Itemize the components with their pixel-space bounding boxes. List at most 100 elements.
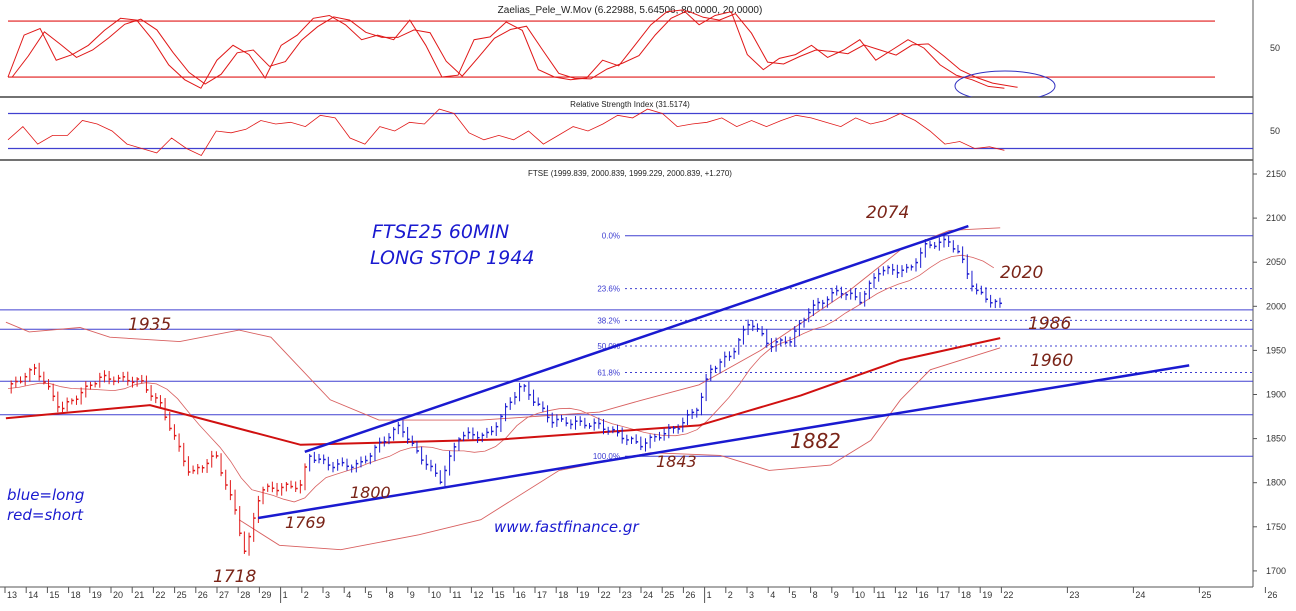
- x-tick-label: 18: [558, 590, 568, 600]
- x-tick-label: 11: [452, 590, 461, 600]
- y-tick-label: 1850: [1266, 434, 1286, 444]
- legend-blue: blue=long: [7, 486, 84, 504]
- y-tick-label: 1800: [1266, 478, 1286, 488]
- note-low: 1718: [213, 567, 256, 587]
- x-tick-label: 17: [940, 590, 950, 600]
- x-tick-label: 25: [177, 590, 187, 600]
- rsi-panel: [7, 108, 1253, 157]
- fib-label: 38.2%: [597, 316, 620, 325]
- rsi-ytick: 50: [1270, 126, 1280, 136]
- x-tick-label: 22: [601, 590, 611, 600]
- oscillator-title: Zaelias_Pele_W.Mov (6.22988, 5.64506, 80…: [498, 5, 763, 16]
- x-tick-label: 23: [622, 590, 632, 600]
- price-y-axis: 2150 2100 2050 2000 1950 1900 1850 1800 1750 1700: [1253, 169, 1286, 576]
- note-1935: 1935: [128, 315, 171, 335]
- fib-label: 23.6%: [597, 285, 620, 294]
- y-tick-label: 2000: [1266, 301, 1286, 311]
- x-tick-label: 16: [516, 590, 526, 600]
- note-title: FTSE25 60MIN: [372, 221, 509, 243]
- x-tick-label: 29: [261, 590, 271, 600]
- x-tick-label: 21: [134, 590, 144, 600]
- y-tick-label: 1950: [1266, 345, 1286, 355]
- ma200-line: [5, 337, 1001, 446]
- trendline-upper-channel: [304, 224, 969, 454]
- x-tick-label: 18: [961, 590, 971, 600]
- note-2020: 2020: [1000, 263, 1043, 283]
- y-tick-label: 1900: [1266, 390, 1286, 400]
- x-tick-label: 16: [919, 590, 929, 600]
- note-1986: 1986: [1028, 314, 1071, 334]
- x-tick-label: 22: [1003, 590, 1013, 600]
- x-tick-label: 26: [685, 590, 695, 600]
- x-tick-label: 19: [982, 590, 992, 600]
- x-tick-label: 4: [346, 590, 351, 600]
- x-tick-label: 14: [28, 590, 38, 600]
- price-title: FTSE (1999.839, 2000.839, 1999.229, 2000…: [528, 169, 732, 178]
- x-tick-label: 3: [325, 590, 330, 600]
- x-tick-label: 5: [791, 590, 796, 600]
- fib-label: 100.0%: [593, 452, 620, 461]
- x-tick-label: 12: [897, 590, 907, 600]
- x-tick-label: 26: [198, 590, 208, 600]
- note-1882: 1882: [790, 429, 841, 453]
- osc-ytick: 50: [1270, 43, 1280, 53]
- x-tick-label: 1: [707, 590, 712, 600]
- x-tick-label: 1: [283, 590, 288, 600]
- short-ma-line: [7, 254, 995, 503]
- x-tick-label: 8: [813, 590, 818, 600]
- x-tick-label: 3: [749, 590, 754, 600]
- x-tick-label: 12: [473, 590, 483, 600]
- x-tick-label: 19: [92, 590, 102, 600]
- x-tick-label: 18: [71, 590, 81, 600]
- chart-frame: [0, 0, 1254, 588]
- x-tick-label: 19: [579, 590, 589, 600]
- x-tick-label: 27: [219, 590, 229, 600]
- x-tick-label: 2: [728, 590, 733, 600]
- note-long-stop: LONG STOP 1944: [370, 247, 534, 269]
- y-tick-label: 2050: [1266, 257, 1286, 267]
- y-tick-label: 2100: [1266, 213, 1286, 223]
- x-tick-label: 13: [7, 590, 17, 600]
- fib-label: 50.0%: [597, 342, 620, 351]
- osc-signal-line: [11, 10, 1018, 88]
- x-tick-label: 11: [876, 590, 885, 600]
- x-tick-label: 20: [113, 590, 123, 600]
- rsi-title: Relative Strength Index (31.5174): [570, 100, 690, 109]
- note-1800: 1800: [350, 483, 391, 502]
- x-tick-label: 10: [855, 590, 865, 600]
- x-tick-label: 2: [304, 590, 309, 600]
- note-1960: 1960: [1030, 351, 1073, 371]
- x-tick-label: 9: [410, 590, 415, 600]
- x-tick-label: 15: [495, 590, 505, 600]
- x-tick-label: 24: [1135, 590, 1145, 600]
- price-panel: 0.0% 23.6% 38.2% 50.0% 61.8% 100.0%: [0, 224, 1253, 556]
- x-tick-label: 25: [664, 590, 674, 600]
- annotations: FTSE25 60MIN LONG STOP 1944 2074 2020 19…: [7, 203, 1073, 587]
- x-axis: 13 14 15 18 19 20 21 22 25 26 27 28 29 1 2 3 4 5 8 9 10 11 12 1…: [4, 587, 1277, 603]
- legend-red: red=short: [7, 506, 84, 524]
- y-tick-label: 2150: [1266, 169, 1286, 179]
- x-tick-label: 22: [155, 590, 165, 600]
- x-tick-label: 24: [643, 590, 653, 600]
- fib-label: 0.0%: [602, 232, 620, 241]
- fib-label: 61.8%: [597, 368, 620, 377]
- x-tick-label: 15: [49, 590, 59, 600]
- x-tick-label: 23: [1069, 590, 1079, 600]
- website-watermark: www.fastfinance.gr: [494, 518, 639, 536]
- y-tick-label: 1750: [1266, 522, 1286, 532]
- note-1769: 1769: [285, 513, 326, 532]
- oscillator-panel: [7, 9, 1215, 89]
- lower-band-line: [238, 347, 1001, 551]
- note-1843: 1843: [656, 452, 697, 471]
- x-tick-label: 9: [834, 590, 839, 600]
- upper-band-line: [5, 227, 1001, 421]
- x-tick-label: 25: [1201, 590, 1211, 600]
- x-tick-label: 4: [770, 590, 775, 600]
- x-tick-label: 8: [389, 590, 394, 600]
- rsi-line: [7, 108, 1005, 157]
- x-tick-label: 17: [537, 590, 547, 600]
- x-tick-label: 5: [367, 590, 372, 600]
- highlight-circle: [954, 70, 1056, 97]
- x-tick-label: 10: [431, 590, 441, 600]
